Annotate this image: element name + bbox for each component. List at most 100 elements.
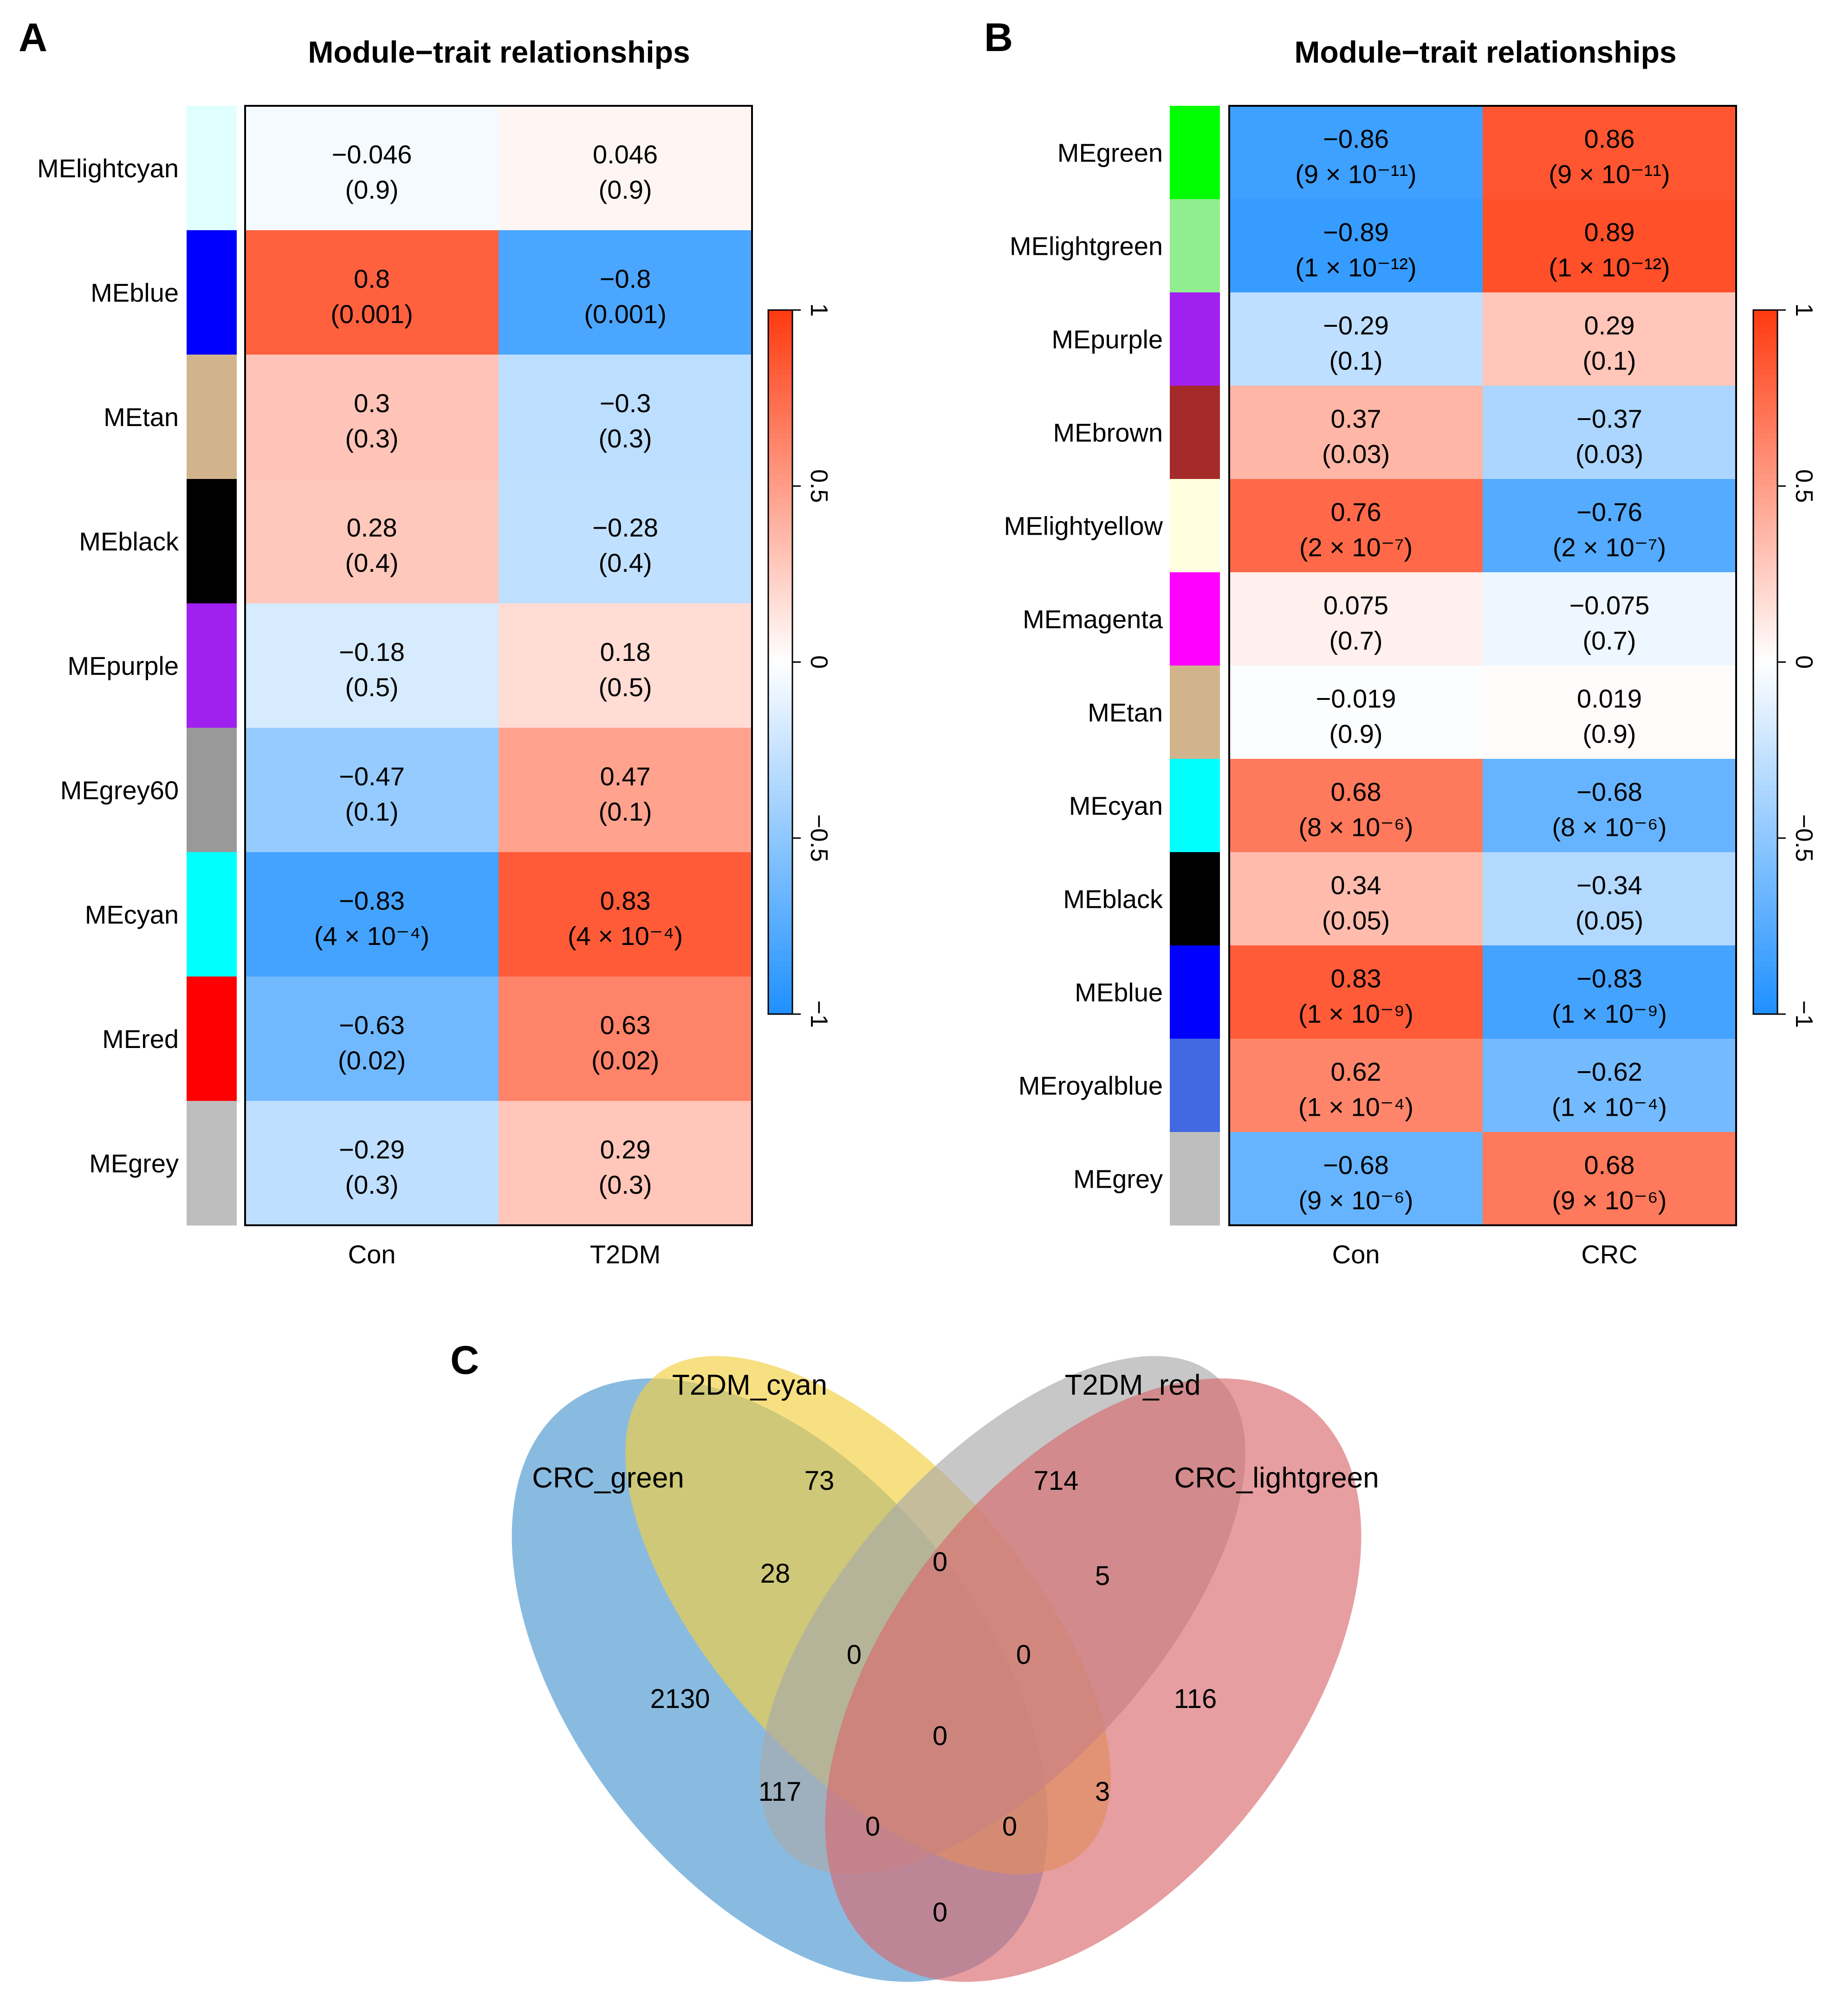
colorbar-segment (1753, 504, 1777, 510)
heatmap-cell (1229, 666, 1483, 759)
colorbar-segment (768, 902, 792, 909)
colorbar-segment (1753, 439, 1777, 446)
row-label-melightyellow: MElightyellow (1004, 511, 1163, 541)
colorbar-segment (768, 838, 792, 845)
colorbar-segment (768, 932, 792, 938)
venn-label-t2dm-red: T2DM_red (1065, 1369, 1201, 1401)
cell-pvalue: (0.1) (1329, 346, 1382, 375)
colorbar-segment (1753, 556, 1777, 563)
colorbar-segment (1753, 984, 1777, 991)
cell-pvalue: (0.02) (591, 1046, 659, 1075)
column-label-crc: CRC (1581, 1240, 1637, 1269)
colorbar-segment (768, 773, 792, 780)
colorbar-segment (768, 1008, 792, 1015)
colorbar-segment (1753, 474, 1777, 481)
cell-pvalue: (0.9) (1582, 719, 1636, 749)
colorbar-segment (1753, 920, 1777, 927)
heatmap-cell (1229, 945, 1483, 1039)
colorbar-segment (1753, 421, 1777, 428)
colorbar-segment (1753, 457, 1777, 463)
cell-correlation: 0.29 (1584, 311, 1635, 340)
colorbar-segment (768, 850, 792, 856)
colorbar-segment (768, 627, 792, 634)
heatmap-cell (499, 728, 752, 853)
cell-correlation: 0.019 (1577, 684, 1642, 713)
colorbar-tick-label: 1 (1790, 304, 1817, 317)
colorbar-segment (1753, 586, 1777, 592)
cell-pvalue: (9 × 10⁻¹¹) (1295, 160, 1416, 189)
heatmap-cell (499, 479, 752, 604)
colorbar-segment (1753, 603, 1777, 610)
colorbar-segment (1753, 345, 1777, 352)
colorbar-segment (768, 703, 792, 710)
row-label-megrey: MEgrey (89, 1149, 179, 1178)
heatmap-cell (1229, 1039, 1483, 1132)
heatmap-cell (1229, 759, 1483, 853)
colorbar-segment (768, 433, 792, 440)
colorbar-segment (768, 392, 792, 399)
venn-count-crc-green-only: 2130 (650, 1684, 710, 1714)
colorbar-segment (768, 990, 792, 997)
colorbar-segment (768, 697, 792, 704)
colorbar-segment (1753, 715, 1777, 721)
colorbar-segment (768, 650, 792, 657)
cell-pvalue: (1 × 10⁻⁴) (1298, 1093, 1414, 1122)
colorbar-segment (768, 867, 792, 874)
heatmap-cell (499, 852, 752, 977)
venn-label-t2dm-cyan: T2DM_cyan (672, 1369, 827, 1401)
cell-correlation: 0.8 (354, 264, 390, 293)
row-label-meblue: MEblue (1075, 978, 1163, 1007)
heatmap-cell (1229, 386, 1483, 479)
cell-pvalue: (0.001) (331, 299, 413, 329)
cell-pvalue: (0.7) (1582, 626, 1636, 655)
panel-c-letter: C (450, 1338, 479, 1383)
venn-label-crc-green: CRC_green (532, 1462, 684, 1494)
venn-count-crc-green-crc-lightgreen: 0 (933, 1897, 947, 1927)
colorbar-segment (768, 527, 792, 534)
colorbar-segment (768, 357, 792, 363)
heatmap-cell (1229, 1132, 1483, 1226)
cell-correlation: −0.89 (1323, 218, 1389, 247)
colorbar-segment (768, 445, 792, 452)
venn-count-t2dm-cyan-crc-lightgreen: 3 (1095, 1777, 1110, 1807)
cell-correlation: −0.8 (600, 264, 651, 293)
cell-correlation: −0.29 (1323, 311, 1389, 340)
colorbar-segment (768, 679, 792, 686)
cell-pvalue: (0.03) (1322, 440, 1390, 469)
colorbar-segment (1753, 662, 1777, 668)
module-swatch-meblue (1170, 945, 1220, 1039)
colorbar-segment (768, 944, 792, 950)
cell-pvalue: (2 × 10⁻⁷) (1553, 533, 1666, 562)
colorbar-segment (768, 885, 792, 892)
colorbar-segment (1753, 768, 1777, 774)
colorbar-segment (768, 996, 792, 1003)
module-swatch-meroyalblue (1170, 1039, 1220, 1132)
cell-correlation: 0.76 (1331, 498, 1381, 527)
colorbar-segment (768, 709, 792, 716)
colorbar-segment (768, 1002, 792, 1009)
colorbar-segment (768, 644, 792, 651)
cell-pvalue: (8 × 10⁻⁶) (1298, 813, 1413, 842)
module-swatch-melightgreen (1170, 199, 1220, 293)
cell-correlation: −0.28 (592, 513, 658, 542)
colorbar-segment (768, 404, 792, 410)
heatmap-cell (1229, 852, 1483, 946)
cell-pvalue: (9 × 10⁻¹¹) (1549, 160, 1670, 189)
colorbar-segment (1753, 310, 1777, 317)
cell-correlation: −0.83 (339, 886, 405, 915)
colorbar-segment (768, 779, 792, 786)
colorbar-segment (1753, 633, 1777, 639)
colorbar-segment (1753, 944, 1777, 950)
module-swatch-megrey60 (187, 728, 237, 853)
cell-pvalue: (0.5) (345, 673, 398, 702)
module-swatch-megrey (1170, 1132, 1220, 1226)
colorbar-segment (1753, 644, 1777, 651)
colorbar-segment (1753, 327, 1777, 334)
heatmap-cell (1229, 479, 1483, 573)
row-label-meblack: MEblack (79, 527, 179, 556)
row-label-mepurple: MEpurple (1051, 325, 1163, 354)
colorbar-segment (1753, 955, 1777, 962)
cell-correlation: −0.019 (1316, 684, 1396, 713)
cell-correlation: 0.86 (1584, 124, 1635, 154)
